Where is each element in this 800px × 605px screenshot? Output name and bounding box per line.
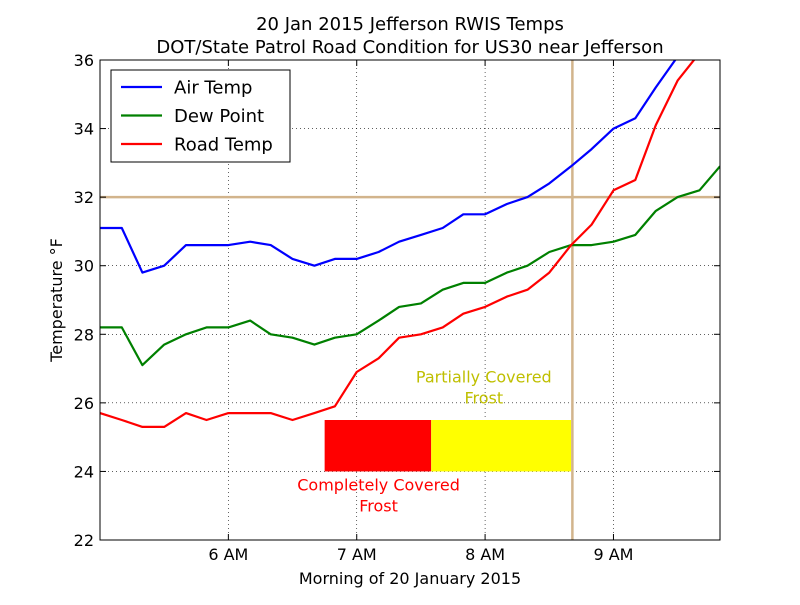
condition-label: Partially Covered bbox=[416, 367, 552, 386]
reference-lines bbox=[100, 60, 720, 540]
legend-label: Road Temp bbox=[174, 135, 273, 156]
x-tick-labels: 6 AM 7 AM 8 AM 9 AM bbox=[208, 545, 633, 564]
air-temp-line bbox=[100, 60, 677, 274]
legend-label: Dew Point bbox=[174, 106, 264, 127]
legend: Air Temp Dew Point Road Temp bbox=[110, 69, 291, 163]
x-tick-label: 9 AM bbox=[593, 545, 633, 564]
y-tick-label: 34 bbox=[74, 120, 94, 139]
series-lines bbox=[100, 60, 720, 428]
y-tick-label: 30 bbox=[74, 257, 94, 276]
plot-frame bbox=[99, 59, 721, 541]
y-tick-label: 36 bbox=[74, 51, 94, 70]
dew-point-line bbox=[100, 165, 720, 367]
y-tick-label: 22 bbox=[74, 531, 94, 550]
y-tick-labels: 22 24 26 28 30 32 34 36 bbox=[74, 51, 94, 550]
axis-ticks bbox=[100, 59, 720, 541]
legend-label: Air Temp bbox=[174, 78, 252, 99]
y-axis-label: Temperature °F bbox=[47, 238, 66, 363]
chart-title: 20 Jan 2015 Jefferson RWIS Temps bbox=[256, 14, 564, 35]
condition-bar bbox=[431, 420, 572, 472]
y-tick-label: 24 bbox=[74, 462, 94, 481]
x-tick-label: 6 AM bbox=[208, 545, 248, 564]
y-tick-label: 32 bbox=[74, 188, 94, 207]
condition-bars bbox=[324, 420, 572, 472]
condition-label: Completely Covered bbox=[297, 475, 460, 494]
chart-subtitle: DOT/State Patrol Road Condition for US30… bbox=[156, 37, 663, 58]
condition-labels: Completely Covered Frost Partially Covered… bbox=[297, 367, 551, 515]
y-tick-label: 28 bbox=[74, 325, 94, 344]
condition-label: Frost bbox=[464, 388, 503, 407]
condition-bar bbox=[324, 420, 432, 472]
x-tick-label: 8 AM bbox=[465, 545, 505, 564]
y-tick-label: 26 bbox=[74, 394, 94, 413]
x-tick-label: 7 AM bbox=[337, 545, 377, 564]
x-axis-label: Morning of 20 January 2015 bbox=[299, 569, 521, 588]
condition-label: Frost bbox=[359, 496, 398, 515]
road-temp-line bbox=[100, 60, 696, 428]
